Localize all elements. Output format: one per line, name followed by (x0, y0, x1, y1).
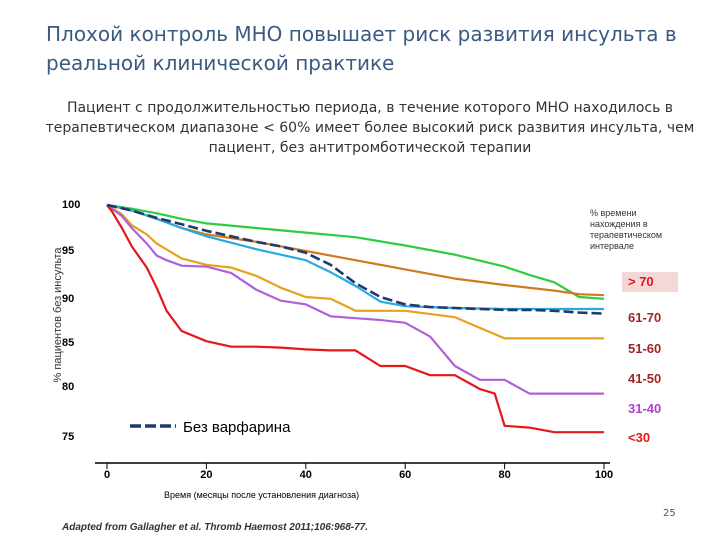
series-line-1 (106, 203, 605, 300)
x-tick-label: 100 (595, 469, 613, 481)
series-label: <30 (628, 430, 650, 445)
x-tick-label: 60 (399, 469, 411, 481)
source-citation: Adapted from Gallagher et al. Thromb Hae… (62, 522, 369, 533)
page-number: 25 (663, 508, 676, 519)
y-tick-label: 95 (62, 245, 74, 257)
plot-area (95, 193, 610, 463)
series-line-7 (106, 203, 605, 315)
x-tick-label: 80 (498, 469, 510, 481)
x-axis-title: Время (месяцы после установления диагноз… (164, 490, 359, 500)
series-line-6 (106, 204, 604, 434)
series-label: 61-70 (628, 310, 661, 325)
series-label: 31-40 (628, 401, 661, 416)
slide-title: Плохой контроль МНО повышает риск развит… (46, 22, 677, 75)
y-tick-label: 80 (62, 381, 74, 393)
slide-subtitle: Пациент с продолжительностью периода, в … (45, 100, 695, 156)
x-tick-label: 20 (200, 469, 212, 481)
label-highlight (622, 272, 678, 292)
x-tick-label: 40 (300, 469, 312, 481)
y-tick-label: 75 (62, 431, 74, 443)
series-label: > 70 (628, 274, 654, 289)
legend-title: % времени нахождения в терапевтическом инте… (590, 208, 662, 251)
series-label: 41-50 (628, 371, 661, 386)
series-label: 51-60 (628, 341, 661, 356)
y-tick-label: 85 (62, 337, 74, 349)
series-line-5 (106, 204, 604, 395)
legend-dashed-label: Без варфарина (183, 419, 291, 436)
y-tick-label: 90 (62, 293, 74, 305)
y-tick-label: 100 (62, 199, 80, 211)
y-axis-title: % пациентов без инсульта (52, 247, 64, 383)
series-line-4 (106, 204, 604, 340)
x-tick-label: 0 (104, 469, 110, 481)
